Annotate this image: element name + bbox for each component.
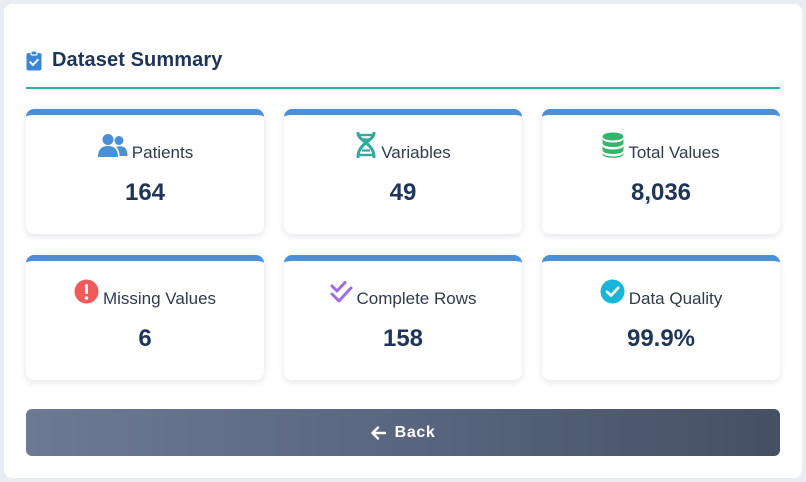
stat-label: Patients — [131, 143, 194, 162]
stat-card-data-quality: Data Quality 99.9% — [542, 255, 780, 380]
stat-value: 8,036 — [630, 179, 692, 206]
stat-label: Total Values — [628, 143, 720, 162]
database-icon — [602, 132, 624, 163]
stat-value: 49 — [389, 179, 417, 206]
section-header: Dataset Summary — [26, 48, 222, 72]
stat-card-missing-values: Missing Values 6 — [26, 255, 264, 380]
stat-label: Data Quality — [628, 289, 723, 308]
stat-value: 6 — [138, 325, 152, 352]
users-icon — [97, 133, 128, 163]
stat-label: Complete Rows — [356, 289, 477, 308]
stat-label: Missing Values — [102, 289, 217, 308]
stat-value: 99.9% — [626, 325, 696, 352]
stat-card-total-values: Total Values 8,036 — [542, 109, 780, 234]
stat-value: 164 — [124, 179, 166, 206]
stat-label: Variables — [381, 143, 451, 162]
page-title: Dataset Summary — [52, 48, 223, 71]
stat-card-complete-rows: Complete Rows 158 — [284, 255, 522, 380]
double-check-icon — [330, 281, 353, 309]
stat-card-patients: Patients 164 — [26, 109, 264, 234]
dna-icon — [355, 131, 377, 163]
exclamation-circle-icon — [74, 279, 99, 309]
stat-value: 158 — [382, 325, 424, 352]
arrow-left-icon — [370, 425, 386, 440]
check-circle-icon — [600, 279, 625, 309]
clipboard-check-icon — [26, 49, 42, 71]
stat-card-variables: Variables 49 — [284, 109, 522, 234]
header-divider — [26, 87, 780, 89]
back-button[interactable]: Back — [26, 409, 780, 456]
back-button-label: Back — [394, 423, 436, 441]
dataset-summary-panel: Dataset Summary Patients 164 — [4, 4, 802, 478]
